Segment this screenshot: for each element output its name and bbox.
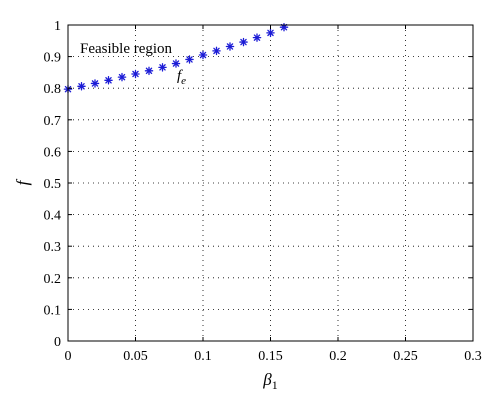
x-axis-label-base: β	[262, 370, 272, 389]
data-point	[117, 72, 127, 82]
y-tick-label: 0.1	[44, 303, 62, 318]
data-points	[63, 22, 289, 94]
curve-label-base: f	[177, 68, 183, 84]
y-tick-label: 0.2	[44, 272, 62, 287]
data-point	[252, 33, 262, 42]
x-tick-label: 0.2	[329, 349, 347, 364]
x-axis-label: β1	[262, 370, 277, 392]
curve-label-sub: e	[181, 75, 186, 87]
x-tick-label: 0.05	[123, 349, 148, 364]
y-tick-label: 0	[54, 335, 61, 350]
y-tick-label: 0.3	[44, 240, 62, 255]
y-tick-label: 0.7	[44, 114, 62, 129]
data-point	[144, 66, 154, 76]
data-point	[104, 76, 113, 85]
y-tick-label: 0.5	[44, 177, 62, 192]
x-axis-label-sub: 1	[272, 378, 278, 392]
y-tick-label: 0.6	[44, 145, 62, 160]
x-tick-label: 0	[65, 349, 72, 364]
axis-ticks: 0 0.05 0.1 0.15 0.2 0.25 0.3 0 0.1 0.2 0.3 0.4 0.5 0.…	[44, 19, 482, 364]
x-tick-label: 0.1	[194, 349, 212, 364]
y-tick-label: 0.8	[44, 82, 62, 97]
data-point	[77, 82, 86, 91]
y-tick-label: 0.9	[44, 51, 62, 66]
data-point	[198, 50, 208, 60]
y-tick-label: 0.4	[44, 209, 62, 224]
data-point	[266, 28, 275, 38]
data-point	[185, 55, 194, 64]
data-point	[131, 69, 140, 79]
data-point	[212, 46, 221, 56]
feasible-region-label: Feasible region	[80, 41, 173, 57]
x-tick-label: 0.25	[393, 349, 418, 364]
data-point	[171, 59, 181, 68]
y-axis-label: f	[13, 178, 32, 185]
data-point	[90, 79, 100, 88]
curve-label-fe: fe	[177, 68, 186, 87]
y-tick-label: 1	[54, 19, 61, 34]
data-point	[158, 63, 167, 72]
x-tick-label: 0.15	[258, 349, 283, 364]
data-point	[225, 42, 235, 51]
data-point	[239, 37, 248, 47]
x-tick-label: 0.3	[464, 349, 482, 364]
